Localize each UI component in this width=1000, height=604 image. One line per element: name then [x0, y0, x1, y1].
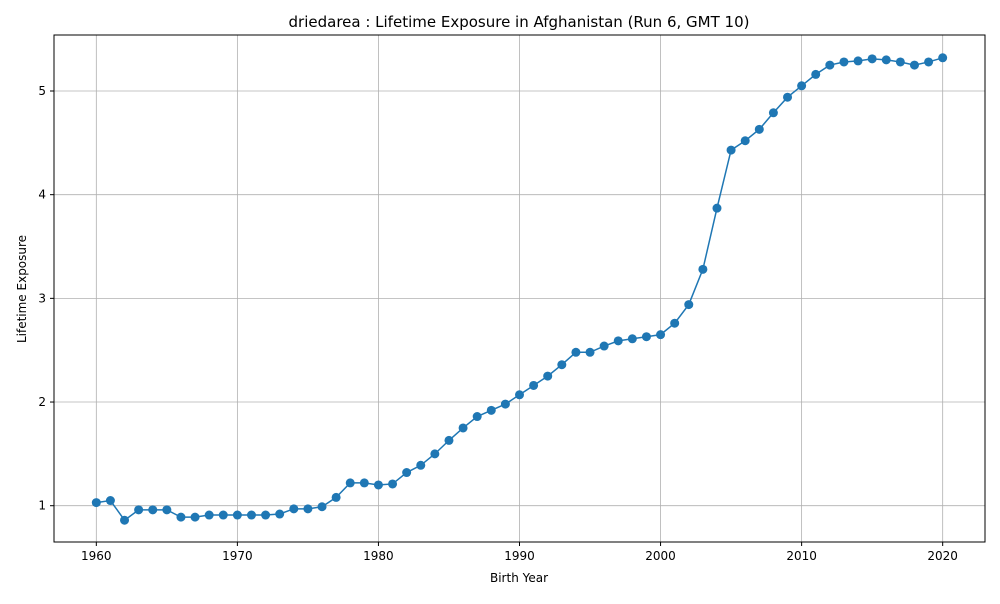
y-axis-label: Lifetime Exposure	[15, 235, 29, 343]
x-axis-ticks: 1960 1970 1980 1990 2000 2010 2020	[81, 542, 958, 563]
data-point	[909, 60, 919, 70]
data-point	[924, 57, 934, 67]
data-point	[585, 347, 595, 357]
data-point	[895, 57, 905, 67]
x-tick-label: 2010	[786, 549, 817, 563]
data-point	[783, 92, 793, 102]
x-tick-label: 1980	[363, 549, 394, 563]
data-point	[444, 435, 454, 445]
data-point	[317, 502, 327, 512]
y-tick-label: 5	[38, 84, 46, 98]
data-point	[557, 360, 567, 370]
grid-lines	[54, 35, 985, 542]
y-tick-label: 2	[38, 395, 46, 409]
data-point	[91, 498, 101, 508]
data-point	[373, 480, 383, 490]
data-point	[120, 515, 130, 525]
data-point	[275, 509, 285, 519]
data-point	[811, 69, 821, 79]
x-tick-label: 2020	[927, 549, 958, 563]
data-point	[726, 145, 736, 155]
data-point	[345, 478, 355, 488]
data-point	[472, 412, 482, 422]
data-point	[797, 81, 807, 91]
data-point	[641, 332, 651, 342]
data-point	[204, 510, 214, 520]
data-point	[543, 371, 553, 381]
data-point	[261, 510, 271, 520]
data-point	[670, 318, 680, 328]
data-point	[698, 264, 708, 274]
data-point	[768, 108, 778, 118]
data-point	[402, 468, 412, 478]
data-point	[867, 54, 877, 64]
data-point	[430, 449, 440, 459]
data-point	[500, 399, 510, 409]
data-point	[388, 479, 398, 489]
data-point	[359, 478, 369, 488]
y-axis-ticks: 1 2 3 4 5	[38, 84, 54, 513]
data-point	[303, 504, 313, 514]
y-tick-label: 4	[38, 188, 46, 202]
data-point	[627, 334, 637, 344]
data-point	[656, 330, 666, 340]
data-point	[740, 136, 750, 146]
data-point	[684, 300, 694, 310]
data-point	[881, 55, 891, 65]
data-point	[246, 510, 256, 520]
data-point	[853, 56, 863, 66]
data-point	[331, 492, 341, 502]
data-point	[176, 512, 186, 522]
x-tick-label: 1970	[222, 549, 253, 563]
data-point	[416, 460, 426, 470]
data-point	[613, 336, 623, 346]
x-tick-label: 1960	[81, 549, 112, 563]
data-point	[289, 504, 299, 514]
data-point	[599, 341, 609, 351]
data-point	[839, 57, 849, 67]
data-point	[105, 496, 115, 506]
data-point	[825, 60, 835, 70]
data-point	[232, 510, 242, 520]
series-layer	[91, 53, 948, 525]
data-point	[712, 203, 722, 213]
y-tick-label: 1	[38, 499, 46, 513]
data-point	[938, 53, 948, 63]
x-tick-label: 1990	[504, 549, 535, 563]
data-point	[148, 505, 158, 515]
y-tick-label: 3	[38, 291, 46, 305]
data-point	[486, 405, 496, 415]
data-point	[162, 505, 172, 515]
chart-title: driedarea : Lifetime Exposure in Afghani…	[289, 13, 750, 31]
data-point	[190, 512, 200, 522]
data-point	[458, 423, 468, 433]
data-point	[754, 124, 764, 134]
data-point	[571, 347, 581, 357]
x-tick-label: 2000	[645, 549, 676, 563]
data-point	[134, 505, 144, 515]
data-point	[529, 380, 539, 390]
data-point	[218, 510, 228, 520]
data-point	[515, 390, 524, 400]
x-axis-label: Birth Year	[490, 571, 548, 585]
